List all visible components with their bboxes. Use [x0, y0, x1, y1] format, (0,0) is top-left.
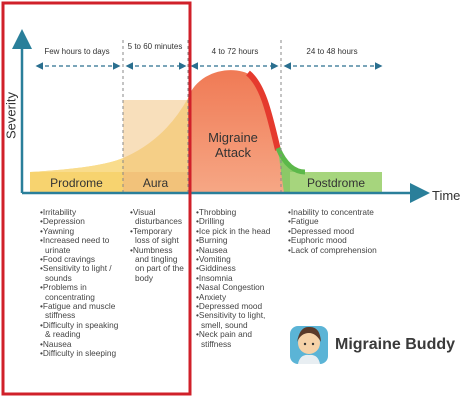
- phase-duration: Few hours to days: [44, 47, 110, 56]
- symptom: Anxiety: [196, 292, 284, 302]
- symptom-list: Visual disturbancesTemporary loss of sig…: [130, 207, 188, 284]
- symptom: Vomiting: [196, 254, 284, 264]
- symptom: Giddiness: [196, 264, 284, 274]
- symptom: Insomnia: [196, 273, 284, 283]
- symptom: Visual disturbances: [130, 207, 188, 227]
- y-axis-label: Severity: [3, 92, 19, 139]
- symptom: Food cravings: [40, 254, 120, 264]
- symptom: Depressed mood: [288, 226, 398, 236]
- symptom: Temporary loss of sight: [130, 226, 188, 246]
- symptom: Sensitivity to light, smell, sound: [196, 311, 284, 330]
- symptom: Nasal Congestion: [196, 282, 284, 292]
- symptom: Drilling: [196, 216, 284, 226]
- attack-peak: [245, 70, 281, 151]
- phase-name: Migraine Attack: [208, 130, 258, 160]
- symptom-list: Inability to concentrateFatigueDepressed…: [288, 207, 398, 255]
- phase-name: Aura: [142, 176, 169, 190]
- symptom: Difficulty in speaking & reading: [40, 320, 120, 340]
- symptom: Increased need to urinate: [40, 236, 120, 255]
- symptom: Inability to concentrate: [288, 207, 398, 217]
- symptom: Nausea: [196, 245, 284, 255]
- symptom: Euphoric mood: [288, 235, 398, 245]
- symptom: Ice pick in the head: [196, 226, 284, 236]
- symptom: Numbness and tingling on part of the bod…: [130, 245, 188, 284]
- phase-duration: 4 to 72 hours: [211, 47, 259, 56]
- symptom: Irritability: [40, 207, 120, 217]
- symptom: Depressed mood: [196, 301, 284, 311]
- phase-duration: 5 to 60 minutes: [127, 42, 183, 51]
- symptom: Yawning: [40, 226, 120, 236]
- symptom: Problems in concentrating: [40, 283, 120, 302]
- symptom-list: IrritabilityDepressionYawningIncreased n…: [40, 207, 120, 359]
- symptom: Lack of comprehension: [288, 245, 398, 255]
- attack-area: [188, 70, 284, 193]
- logo-icon: [290, 326, 328, 364]
- aura-block: [123, 172, 188, 193]
- phase-duration: 24 to 48 hours: [306, 47, 358, 56]
- symptom-list: ThrobbingDrillingIce pick in the headBur…: [196, 207, 284, 349]
- symptom: Fatigue: [288, 216, 398, 226]
- recovery-line: [275, 146, 306, 175]
- brand-name: Migraine Buddy: [335, 336, 456, 353]
- postdrome-block: [290, 172, 382, 193]
- symptom: Depression: [40, 216, 120, 226]
- symptom: Throbbing: [196, 207, 284, 217]
- symptom: Nausea: [40, 339, 120, 349]
- highlight-frame: [1, 1, 192, 396]
- symptom: Burning: [196, 235, 284, 245]
- symptom: Neck pain and stiffness: [196, 330, 284, 349]
- symptom: Difficulty in sleeping: [40, 348, 120, 358]
- symptom: Sensitivity to light / sounds: [40, 264, 120, 283]
- x-axis-label: Time: [432, 188, 461, 203]
- prodrome-block: [30, 172, 123, 193]
- phase-name: Postdrome: [306, 176, 366, 190]
- symptom: Fatigue and muscle stiffness: [40, 301, 120, 321]
- phase-name: Prodrome: [50, 176, 103, 190]
